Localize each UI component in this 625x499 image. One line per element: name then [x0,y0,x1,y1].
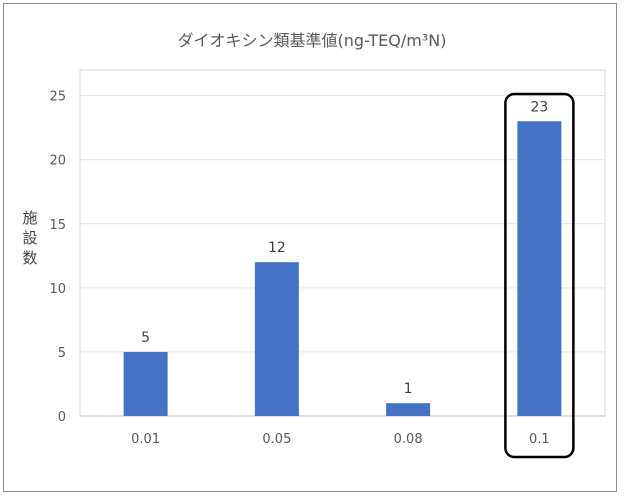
data-label: 12 [268,240,286,256]
y-tick-label: 10 [49,282,66,297]
y-tick-label: 20 [49,154,66,169]
y-axis-label: 施設数 [22,209,37,267]
data-label: 5 [141,330,150,346]
x-tick-label: 0.05 [262,432,291,447]
bar [123,351,168,416]
y-tick-label: 5 [58,346,66,361]
y-tick-label: 15 [49,218,66,233]
data-label: 23 [530,99,548,115]
y-tick-label: 25 [49,90,66,105]
y-axis-label-char: 施 [22,209,37,227]
y-axis-label-char: 数 [22,249,37,267]
x-tick-label: 0.1 [529,432,550,447]
bar [254,262,299,416]
bar [517,121,562,416]
highlight-box [504,92,575,459]
chart-frame [3,3,617,492]
y-tick-label: 0 [58,410,66,425]
x-tick-label: 0.01 [131,432,160,447]
bar [386,403,431,416]
data-label: 1 [404,381,413,397]
x-tick-label: 0.08 [394,432,423,447]
y-axis-label-char: 設 [22,229,37,247]
chart-title: ダイオキシン類基準値(ng-TEQ/m³N) [178,31,447,50]
